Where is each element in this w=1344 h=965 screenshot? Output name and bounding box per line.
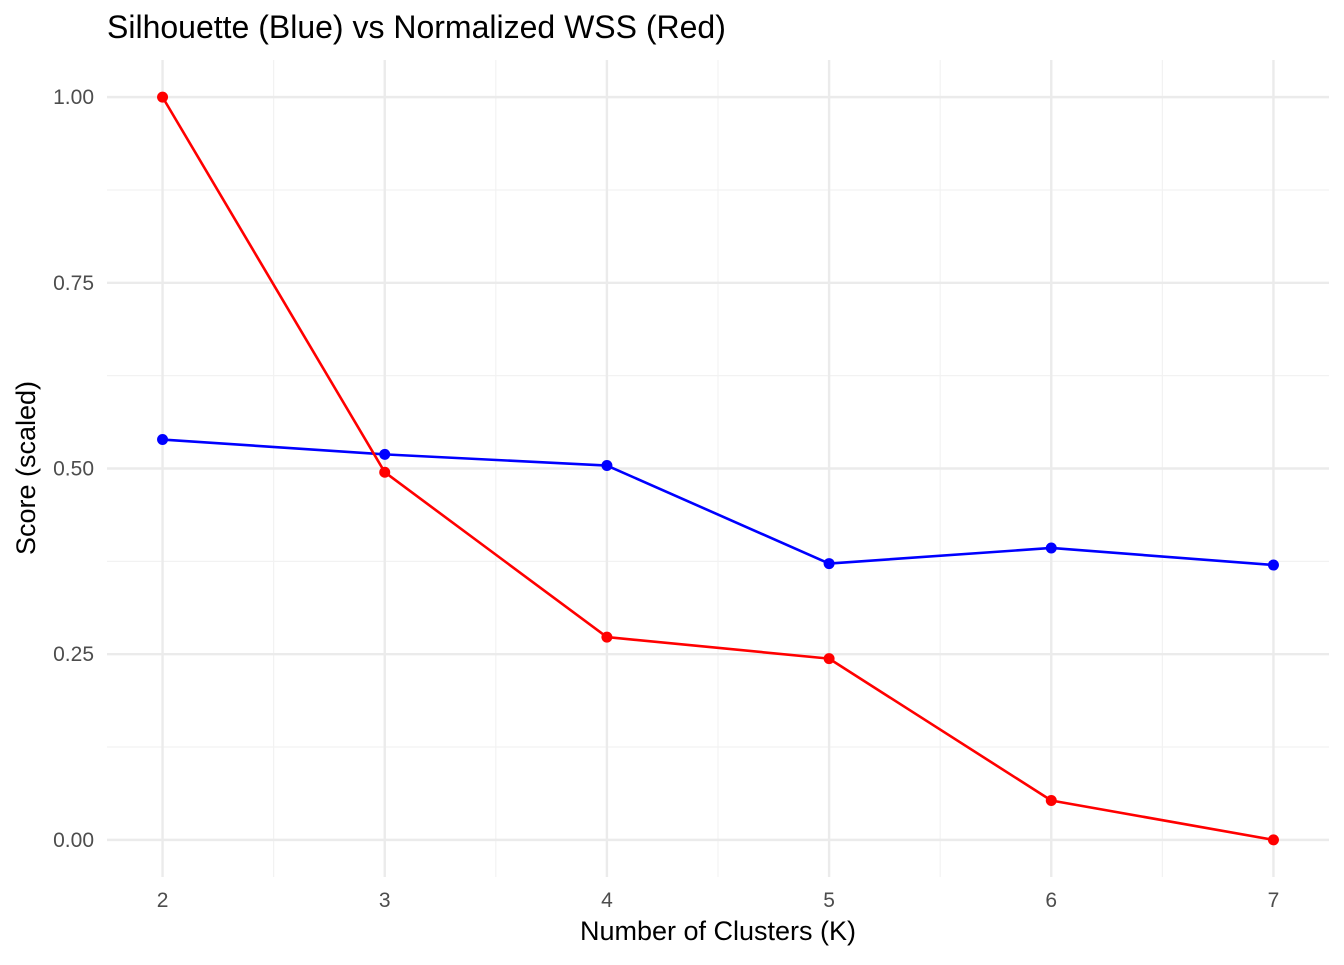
data-point bbox=[1267, 834, 1279, 846]
series-line bbox=[162, 438, 1274, 567]
x-tick-label: 7 bbox=[1268, 889, 1280, 912]
data-point bbox=[601, 631, 613, 643]
data-point bbox=[1045, 542, 1057, 554]
data-point bbox=[379, 448, 391, 460]
y-tick-label: 1.00 bbox=[53, 86, 94, 109]
data-point bbox=[823, 558, 835, 570]
data-point bbox=[601, 460, 613, 472]
data-point bbox=[823, 653, 835, 665]
data-point bbox=[1045, 794, 1057, 806]
data-point bbox=[157, 434, 169, 446]
y-tick-label: 0.00 bbox=[53, 829, 94, 852]
y-tick-label: 0.75 bbox=[53, 272, 94, 295]
x-tick-label: 4 bbox=[601, 889, 613, 912]
series-line bbox=[161, 96, 1274, 842]
chart-title: Silhouette (Blue) vs Normalized WSS (Red… bbox=[107, 9, 726, 45]
series-1 bbox=[157, 91, 1279, 846]
x-tick-label: 6 bbox=[1045, 889, 1057, 912]
gridlines bbox=[107, 60, 1329, 877]
y-tick-label: 0.50 bbox=[53, 458, 94, 481]
x-tick-label: 3 bbox=[379, 889, 391, 912]
axis-labels: 0.00 0.25 0.50 0.75 1.00 2 3 4 5 6 7 bbox=[53, 86, 1279, 912]
data-point bbox=[1267, 559, 1279, 571]
x-axis-title: Number of Clusters (K) bbox=[580, 916, 856, 946]
y-tick-label: 0.25 bbox=[53, 643, 94, 666]
data-point bbox=[379, 466, 391, 478]
y-axis-title: Score (scaled) bbox=[11, 381, 41, 555]
x-tick-label: 5 bbox=[823, 889, 835, 912]
x-tick-label: 2 bbox=[157, 889, 169, 912]
data-point bbox=[157, 91, 169, 103]
series-layer bbox=[157, 91, 1279, 846]
series-0 bbox=[157, 434, 1279, 571]
